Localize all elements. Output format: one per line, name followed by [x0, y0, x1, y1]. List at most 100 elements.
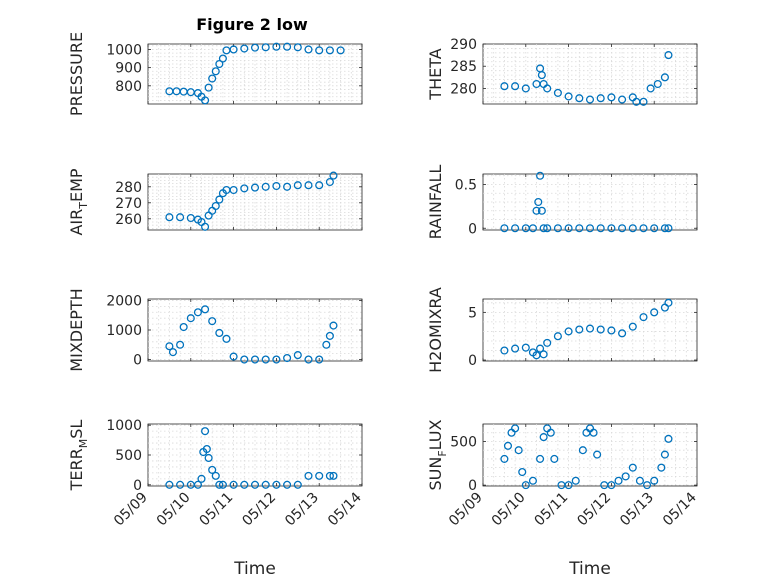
- y-tick-label: 0: [468, 221, 477, 237]
- data-point: [543, 338, 552, 347]
- data-point: [664, 51, 673, 60]
- data-point: [322, 340, 331, 349]
- data-point: [539, 350, 548, 359]
- y-tick-label: 1000: [106, 42, 142, 58]
- data-point: [240, 184, 249, 193]
- y-axis-label: AIRTEMP: [67, 168, 90, 235]
- data-point: [646, 84, 655, 93]
- data-point: [208, 465, 217, 474]
- y-axis-label: H2OMIXRA: [426, 287, 445, 373]
- data-point: [325, 46, 334, 55]
- data-point: [628, 322, 637, 331]
- data-point: [528, 476, 537, 485]
- data-point: [229, 45, 238, 54]
- data-point: [179, 322, 188, 332]
- data-point: [165, 213, 174, 222]
- data-point: [528, 224, 537, 233]
- data-point: [215, 59, 224, 69]
- data-point: [635, 476, 644, 485]
- data-point: [575, 94, 584, 103]
- y-tick-label: 260: [115, 212, 142, 228]
- data-point: [618, 329, 627, 338]
- data-point: [543, 84, 552, 93]
- data-point: [660, 73, 669, 82]
- data-point: [329, 471, 338, 480]
- data-point: [293, 351, 302, 360]
- y-tick-label: 500: [115, 448, 142, 464]
- subplot-rainfall: 0 0.5 RAINFALL: [426, 165, 698, 239]
- data-point: [628, 224, 637, 233]
- data-point: [607, 326, 616, 335]
- y-tick-label: 1000: [106, 418, 142, 434]
- data-point: [536, 344, 545, 353]
- data-point: [628, 463, 637, 472]
- data-point: [325, 471, 334, 480]
- data-point: [329, 171, 338, 180]
- data-point: [215, 328, 224, 338]
- x-tick-label: 05/14: [660, 489, 700, 529]
- data-point: [550, 454, 559, 463]
- y-axis-label: MIXDEPTH: [67, 288, 86, 371]
- data-point: [589, 428, 598, 437]
- data-point: [261, 43, 270, 52]
- data-point: [639, 313, 648, 322]
- subplot-terr: 0 500 1000 05/09 05/10 05/11 05/12 05/13 05/14 TE…: [67, 418, 365, 579]
- y-tick-label: 0: [468, 353, 477, 369]
- data-point: [511, 82, 520, 91]
- data-point: [511, 344, 520, 353]
- data-point: [500, 346, 509, 355]
- data-point: [621, 472, 630, 481]
- data-point: [304, 471, 313, 480]
- data-point: [618, 95, 627, 104]
- data-point: [537, 206, 546, 215]
- subplot-pressure: 800 900 1000 PRESSURE: [67, 32, 363, 116]
- data-point: [521, 84, 530, 93]
- data-point: [336, 46, 345, 55]
- data-point: [546, 428, 555, 437]
- data-point: [261, 480, 270, 489]
- x-tick-label: 05/11: [197, 490, 237, 530]
- data-point: [315, 46, 324, 55]
- data-point: [283, 480, 292, 489]
- data-point: [539, 224, 548, 233]
- data-point: [521, 343, 530, 352]
- data-point: [250, 43, 260, 52]
- data-point: [204, 83, 213, 92]
- data-point: [532, 206, 541, 215]
- data-point: [186, 314, 195, 323]
- y-tick-label: 500: [450, 434, 477, 450]
- x-axis-label: Time: [233, 559, 276, 579]
- data-point: [293, 181, 302, 190]
- data-point: [315, 355, 324, 364]
- data-point: [511, 424, 520, 433]
- data-point: [639, 97, 648, 106]
- data-point: [325, 177, 334, 187]
- y-tick-label: 800: [115, 79, 142, 95]
- y-tick-label: 270: [115, 196, 142, 212]
- data-point: [534, 197, 543, 207]
- data-point: [618, 224, 627, 233]
- data-point: [578, 446, 587, 455]
- data-point: [564, 92, 573, 101]
- y-axis-label: PRESSURE: [67, 32, 86, 116]
- y-axis-label: TERRMSL: [67, 420, 90, 492]
- data-point: [304, 45, 313, 54]
- y-tick-label: 285: [450, 59, 477, 75]
- data-point: [329, 321, 338, 330]
- data-point: [536, 454, 545, 463]
- data-point: [211, 201, 220, 211]
- data-point: [293, 43, 302, 52]
- data-point: [208, 74, 217, 83]
- data-point: [186, 213, 195, 223]
- subplot-h2omixra: 0 5 H2OMIXRA: [426, 287, 698, 373]
- data-point: [664, 224, 673, 233]
- data-point: [539, 433, 548, 442]
- x-tick-label: 05/10: [154, 490, 194, 530]
- data-point: [201, 96, 210, 105]
- data-point: [204, 453, 213, 463]
- data-point: [272, 181, 281, 191]
- data-point: [240, 355, 249, 364]
- data-point: [293, 480, 302, 489]
